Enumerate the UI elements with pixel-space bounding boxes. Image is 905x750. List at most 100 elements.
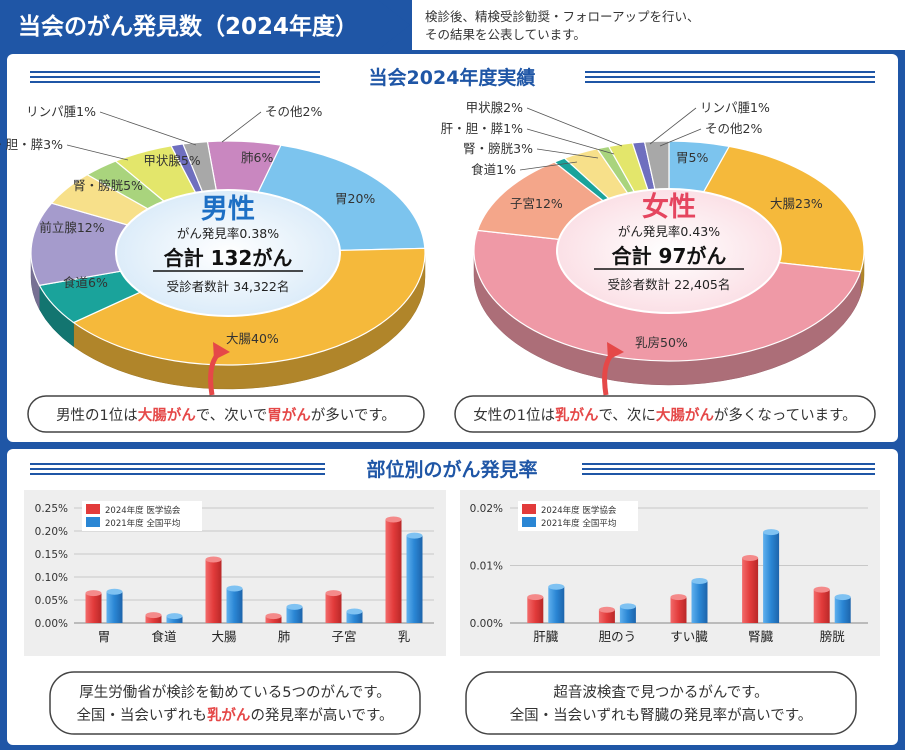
- male-callout-post: が多いです。: [311, 407, 396, 424]
- header-note-panel: [412, 0, 905, 50]
- slice-leader-9: [659, 128, 702, 147]
- donut-title: 男性: [201, 194, 255, 225]
- donut-examinees-label: 受診者数計 34,322名: [167, 279, 290, 294]
- bar-kyokai-4: [813, 589, 830, 623]
- slice-label-1: 胃20%: [335, 191, 375, 206]
- x-tick-3: 肺: [278, 629, 291, 644]
- bar-kyokai-3: [742, 558, 759, 623]
- slice-label-1: 大腸23%: [770, 196, 823, 211]
- section1-title: 当会2024年度実績: [369, 66, 536, 89]
- x-tick-4: 膀胱: [820, 629, 846, 644]
- x-tick-3: 腎臓: [748, 629, 774, 644]
- bar-cap-0-3: [742, 555, 759, 562]
- female-callout-mid: で、次に: [598, 407, 655, 424]
- x-tick-0: 肝臓: [533, 629, 559, 644]
- bar-cap-0-0: [85, 590, 102, 597]
- bar-kyokai-5: [385, 519, 402, 623]
- donut-total-label: 合計 97がん: [612, 244, 727, 268]
- bar-kyokai-0: [85, 593, 102, 623]
- donut-total-label: 合計 132がん: [164, 246, 293, 270]
- slice-label-6: 肝・胆・膵3%: [0, 137, 63, 152]
- slice-leader-6: [526, 128, 615, 155]
- left-caption-line2: 全国・当会いずれも乳がんの発見率が高いです。: [76, 706, 393, 724]
- bar-cap-1-2: [226, 585, 243, 592]
- x-tick-2: すい臓: [670, 629, 708, 644]
- slice-leader-6: [66, 144, 129, 161]
- bar-national-3: [763, 532, 780, 623]
- y-tick-5: 0.25%: [35, 503, 68, 515]
- y-tick-4: 0.20%: [35, 526, 68, 538]
- legend-bg: [82, 501, 202, 531]
- y-tick-1: 0.01%: [470, 561, 503, 573]
- legend-label-1: 2021年度 全国平均: [541, 518, 616, 529]
- bar-kyokai-2: [670, 597, 687, 623]
- left-caption-hl: 乳がん: [207, 706, 251, 724]
- y-tick-0: 0.00%: [35, 618, 68, 630]
- male-callout-hl1: 大腸がん: [138, 406, 196, 424]
- legend-label-0: 2024年度 医学協会: [541, 505, 617, 516]
- bar-cap-0-1: [145, 612, 162, 619]
- legend-swatch-1: [86, 517, 100, 527]
- slice-label-9: その他2%: [705, 121, 762, 136]
- bar-cap-1-2: [691, 578, 708, 585]
- x-tick-2: 大腸: [211, 629, 237, 644]
- right-caption-line1: 超音波検査で見つかるがんです。: [553, 684, 768, 701]
- left-caption-post: の発見率が高いです。: [250, 707, 393, 724]
- slice-label-3: 子宮12%: [510, 196, 563, 211]
- bar-cap-1-4: [834, 594, 851, 601]
- slice-label-9: その他2%: [265, 104, 322, 119]
- slice-leader-8: [649, 107, 697, 145]
- donut-title: 女性: [642, 191, 696, 223]
- legend-swatch-0: [522, 504, 536, 514]
- male-arrowhead-icon: [213, 342, 230, 360]
- slice-label-4: 食道1%: [471, 162, 516, 177]
- slice-leader-4: [519, 161, 578, 171]
- bar-cap-0-3: [265, 613, 282, 620]
- bar-cap-0-0: [527, 594, 544, 601]
- bar-legend: 2024年度 医学協会 2021年度 全国平均: [518, 501, 638, 531]
- legend-swatch-1: [522, 517, 536, 527]
- section1-rules: [30, 71, 875, 83]
- male-callout-pre: 男性の1位は: [56, 407, 138, 424]
- legend-swatch-0: [86, 504, 100, 514]
- y-tick-2: 0.02%: [470, 503, 503, 515]
- y-tick-3: 0.15%: [35, 549, 68, 561]
- slice-label-6: 肝・胆・膵1%: [441, 121, 523, 136]
- bar-national-2: [226, 588, 243, 623]
- female-callout-hl2: 大腸がん: [656, 406, 714, 424]
- bar-legend: 2024年度 医学協会 2021年度 全国平均: [82, 501, 202, 531]
- bar-national-4: [346, 611, 363, 623]
- bar-national-3: [286, 606, 303, 623]
- donut-rate-label: がん発見率0.38%: [177, 226, 279, 241]
- donut-rate-label: がん発見率0.43%: [618, 224, 720, 239]
- male-callout-mid: で、次いで: [196, 407, 268, 424]
- x-tick-5: 乳: [398, 629, 411, 644]
- female-arrowhead-icon: [607, 342, 624, 360]
- male-callout: [27, 395, 425, 433]
- donut-center: [556, 188, 782, 314]
- bar-cap-1-4: [346, 608, 363, 615]
- left-caption-line1: 厚生労働省が検診を勧めている5つのがんです。: [79, 684, 391, 701]
- slice-label-0: 肺6%: [241, 150, 273, 165]
- slice-label-8: リンパ腫1%: [700, 100, 770, 115]
- y-tick-1: 0.05%: [35, 595, 68, 607]
- header-tab: [0, 0, 410, 50]
- female-callout-pre: 女性の1位は: [473, 406, 555, 424]
- slice-label-4: 前立腺12%: [39, 220, 104, 235]
- bar-national-0: [106, 591, 123, 623]
- slice-label-7: 甲状腺5%: [143, 153, 200, 168]
- legend-bg: [518, 501, 638, 531]
- bar-kyokai-0: [527, 597, 544, 623]
- bar-cap-1-0: [106, 588, 123, 595]
- bar-cap-0-2: [670, 594, 687, 601]
- bar-kyokai-3: [265, 616, 282, 623]
- left-caption-box: [49, 671, 421, 735]
- bar-national-1: [619, 606, 636, 623]
- left-caption-pre: 全国・当会いずれも: [76, 706, 207, 724]
- bar-cap-1-1: [166, 613, 183, 620]
- bar-cap-1-3: [286, 603, 303, 610]
- y-tick-2: 0.10%: [35, 572, 68, 584]
